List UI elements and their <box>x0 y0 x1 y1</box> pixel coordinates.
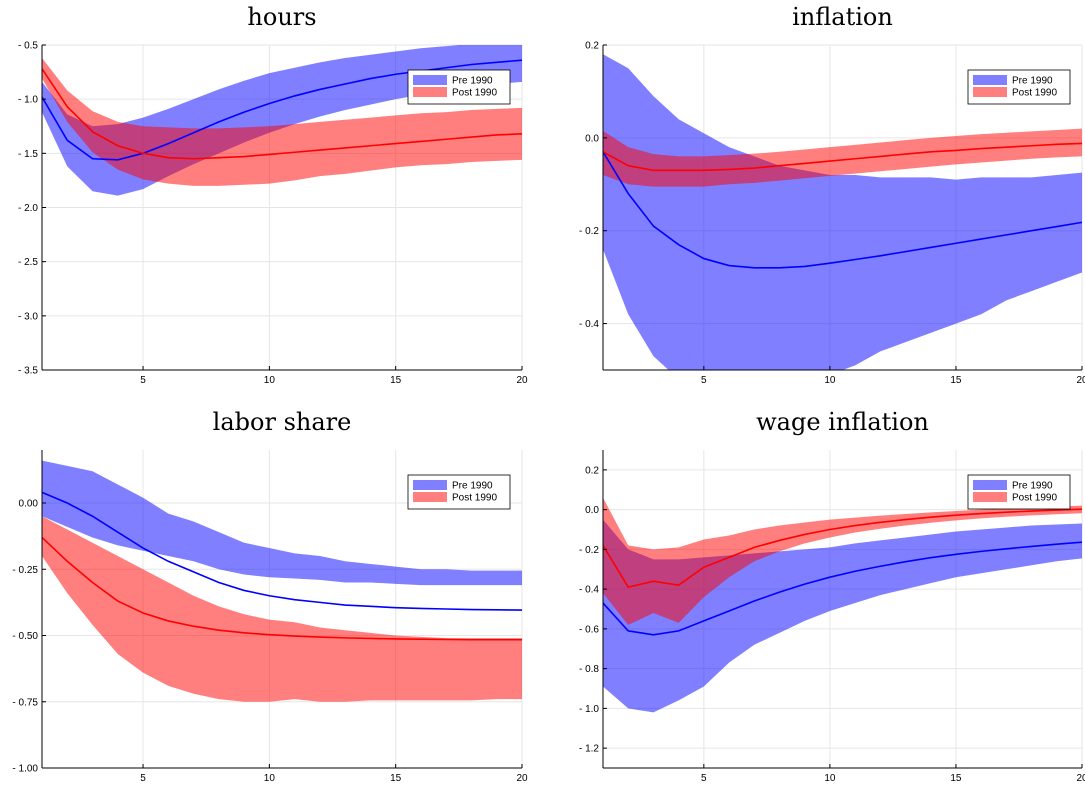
series-1-band <box>603 54 1082 370</box>
y-tick-label: - 2.0 <box>18 203 38 214</box>
y-tick-label: - 1.0 <box>579 704 599 715</box>
series-2-line <box>42 536 522 641</box>
legend-label: Post 1990 <box>1012 493 1057 504</box>
legend-swatch <box>973 87 1007 97</box>
series-2-line <box>603 508 1082 589</box>
legend-swatch <box>413 75 447 85</box>
y-tick-label: - 0.2 <box>579 226 599 237</box>
series-1-line <box>603 151 1082 269</box>
x-tick-label: 20 <box>1076 375 1085 386</box>
series-1-line <box>42 491 522 611</box>
x-tick-label: 10 <box>824 375 836 386</box>
plot-area <box>603 497 1082 713</box>
y-tick-label: - 0.6 <box>579 624 599 635</box>
y-tick-label: 0.0 <box>585 505 599 516</box>
x-tick-label: 15 <box>390 773 402 784</box>
chart-title: labor share <box>213 408 352 436</box>
series-2-band <box>603 128 1082 187</box>
chart-panel-4: wage inflation 5 10 15 20 - 1.2 - 1.0 - 0.8 - 0.… <box>579 408 1085 784</box>
plot-area <box>42 460 522 702</box>
x-tick-label: 5 <box>140 375 146 386</box>
legend-swatch <box>413 480 447 490</box>
y-tick-label: - 1.2 <box>579 744 599 755</box>
y-tick-label: - 0.25 <box>12 565 38 576</box>
chart-title: wage inflation <box>756 408 929 436</box>
legend-label: Post 1990 <box>452 88 497 99</box>
x-tick-label: 10 <box>264 375 276 386</box>
series-2-line <box>42 68 522 160</box>
y-tick-label: - 0.5 <box>18 41 38 52</box>
y-tick-label: - 2.5 <box>18 257 38 268</box>
y-tick-label: - 0.50 <box>12 631 38 642</box>
x-tick-label: 5 <box>140 773 146 784</box>
x-tick-label: 15 <box>950 773 962 784</box>
y-tick-label: 0.2 <box>585 41 599 52</box>
x-tick-label: 20 <box>1076 773 1085 784</box>
series-2-line <box>603 142 1082 172</box>
series-1-band <box>42 460 522 586</box>
x-tick-label: 20 <box>516 375 528 386</box>
plot-area <box>603 54 1082 370</box>
series-2-band <box>42 58 522 186</box>
chart-panel-2: inflation 5 10 15 20 - 0.4 - 0.2 0.0 0.2 Pre 1990… <box>579 3 1085 386</box>
legend-swatch <box>973 492 1007 502</box>
x-tick-label: 20 <box>516 773 528 784</box>
y-tick-label: - 0.8 <box>579 664 599 675</box>
chart-panel-1: hours 5 10 15 20 - 3.5 - 3.0 - 2.5 - 2.0 - 1.5 - 1… <box>18 3 528 386</box>
chart-title: hours <box>247 3 316 31</box>
y-tick-label: - 3.0 <box>18 311 38 322</box>
x-tick-label: 10 <box>824 773 836 784</box>
legend-label: Pre 1990 <box>1012 481 1053 492</box>
y-tick-label: 0.2 <box>585 465 599 476</box>
y-tick-label: - 0.4 <box>579 319 599 330</box>
chart-panel-3: labor share 5 10 15 20 - 1.00 - 0.75 - 0.50 - 0.… <box>12 408 528 784</box>
legend-label: Pre 1990 <box>452 481 493 492</box>
y-tick-label: 0.00 <box>19 499 39 510</box>
legend-swatch <box>413 87 447 97</box>
y-tick-label: - 0.75 <box>12 697 38 708</box>
y-tick-label: - 1.0 <box>18 95 38 106</box>
plot-area <box>42 45 522 196</box>
x-tick-label: 15 <box>390 375 402 386</box>
x-tick-label: 10 <box>264 773 276 784</box>
legend-label: Post 1990 <box>1012 88 1057 99</box>
series-2-band <box>42 516 522 702</box>
series-1-line <box>603 541 1082 636</box>
y-tick-label: - 0.4 <box>579 585 599 596</box>
legend-swatch <box>413 492 447 502</box>
x-tick-label: 5 <box>701 773 707 784</box>
y-tick-label: - 3.5 <box>18 366 38 377</box>
x-tick-label: 15 <box>950 375 962 386</box>
legend-label: Pre 1990 <box>452 76 493 87</box>
chart-title: inflation <box>792 3 893 31</box>
legend-label: Post 1990 <box>452 493 497 504</box>
y-tick-label: 0.0 <box>585 133 599 144</box>
legend-label: Pre 1990 <box>1012 76 1053 87</box>
x-tick-label: 5 <box>701 375 707 386</box>
series-1-line <box>42 59 522 161</box>
y-tick-label: - 0.2 <box>579 545 599 556</box>
legend-swatch <box>973 480 1007 490</box>
legend-swatch <box>973 75 1007 85</box>
y-tick-label: - 1.00 <box>12 764 38 775</box>
y-tick-label: - 1.5 <box>18 149 38 160</box>
